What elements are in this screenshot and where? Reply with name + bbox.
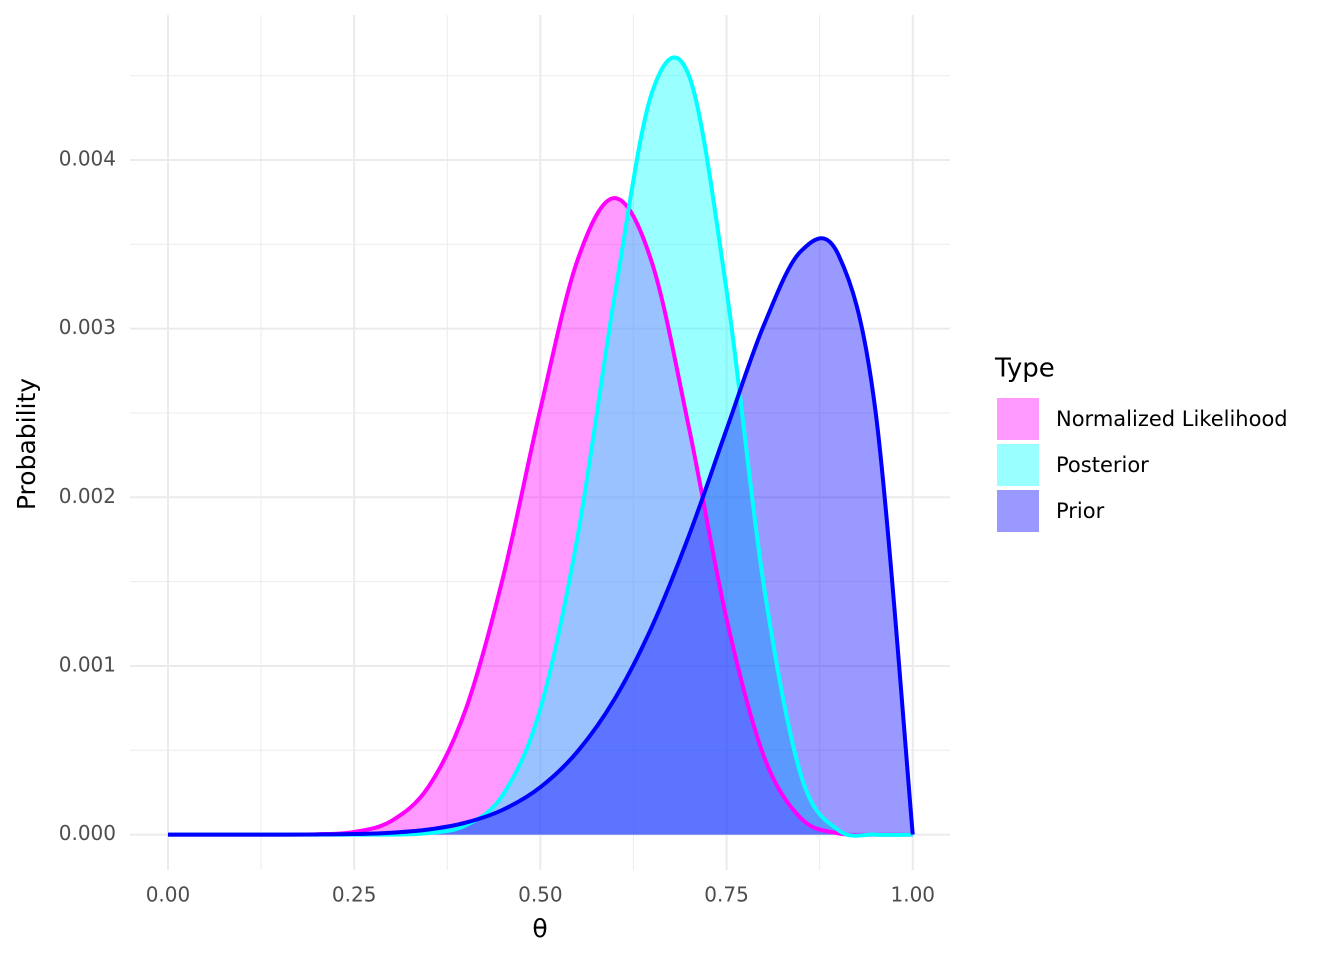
curves xyxy=(167,55,915,838)
grid xyxy=(130,15,950,870)
area xyxy=(167,57,913,836)
legend-key xyxy=(997,444,1039,486)
legend-title: Type xyxy=(994,354,1055,384)
legend-label: Prior xyxy=(1056,499,1105,523)
x-tick-label: 0.75 xyxy=(704,883,749,907)
legend-label: Normalized Likelihood xyxy=(1056,407,1288,431)
x-tick-label: 0.50 xyxy=(518,883,563,907)
legend-key xyxy=(997,398,1039,440)
y-tick-label: 0.000 xyxy=(59,821,116,845)
y-tick-label: 0.004 xyxy=(59,147,116,171)
x-axis-title: θ xyxy=(532,914,547,943)
legend-key xyxy=(997,490,1039,532)
x-tick-label: 0.00 xyxy=(146,883,191,907)
y-tick-label: 0.002 xyxy=(59,484,116,508)
legend-label: Posterior xyxy=(1056,453,1149,477)
area xyxy=(167,238,913,835)
curve xyxy=(167,236,915,837)
x-tick-label: 1.00 xyxy=(890,883,935,907)
y-axis-title: Probability xyxy=(12,378,41,510)
y-tick-label: 0.001 xyxy=(59,652,116,676)
x-tick-label: 0.25 xyxy=(332,883,377,907)
y-tick-label: 0.003 xyxy=(59,315,116,339)
area xyxy=(167,198,913,835)
areas xyxy=(167,57,913,836)
